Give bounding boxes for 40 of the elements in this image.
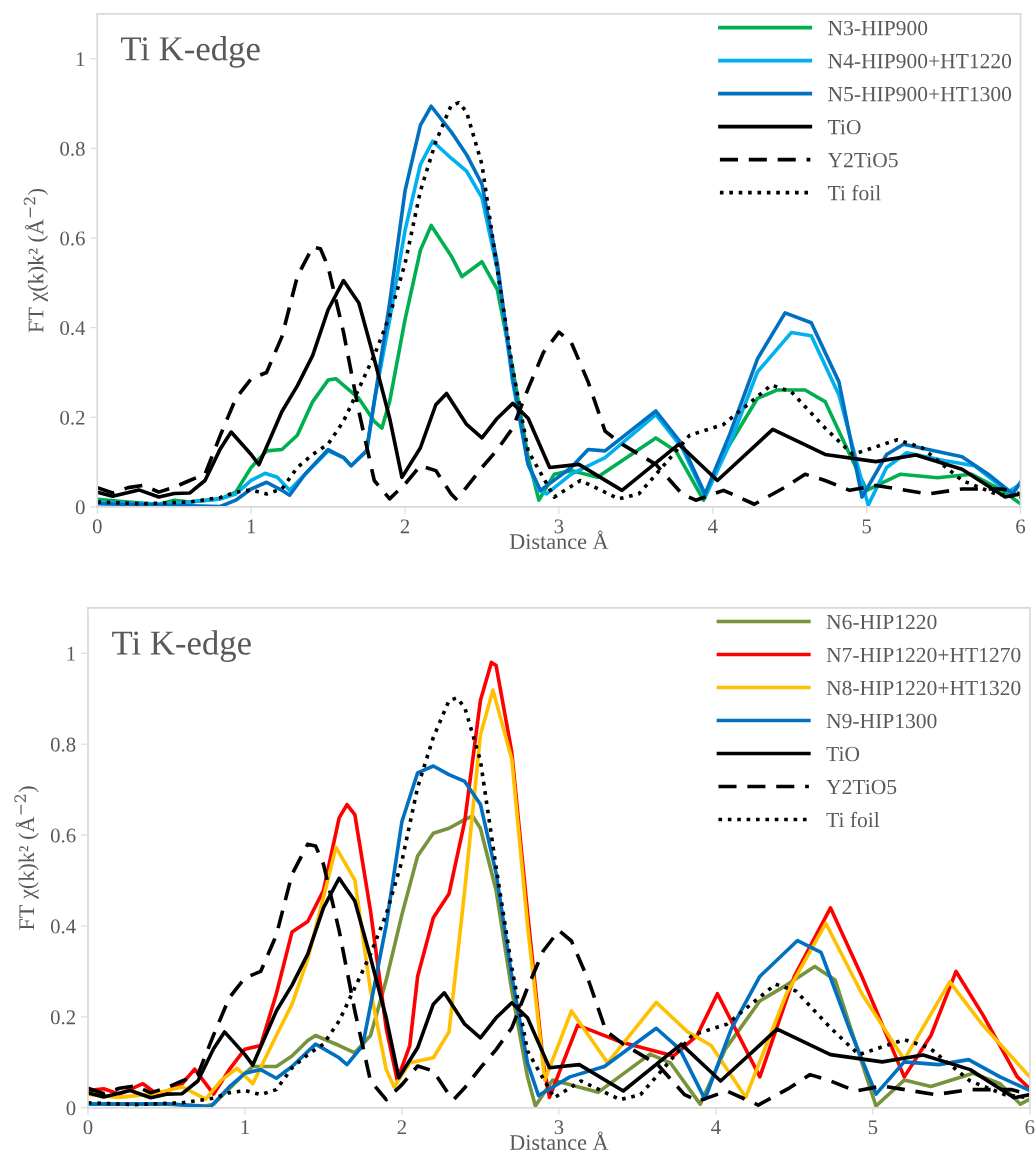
y-tick-label: 0.4 <box>60 321 86 336</box>
x-tick-label: 5 <box>868 1120 878 1135</box>
x-tick-label: 4 <box>707 519 718 534</box>
legend-label: TiO <box>826 746 860 762</box>
legend-label: N6-HIP1220 <box>826 614 937 630</box>
y-tick-label: 0.8 <box>50 737 76 752</box>
legend-label: Y2TiO5 <box>826 779 897 795</box>
x-tick-label: 6 <box>1025 1120 1035 1135</box>
y-tick-label: 0.4 <box>50 919 76 934</box>
y-axis-title: FT χ(k)k² (Å$^{−2}$) <box>23 188 49 333</box>
y-tick-label: 0.6 <box>60 231 85 246</box>
x-tick-label: 5 <box>862 519 872 534</box>
text: Ti K-edge <box>121 36 260 68</box>
y-tick-label: 0.6 <box>50 828 76 843</box>
legend-label: TiO <box>827 119 861 135</box>
y-tick-label: 1 <box>67 646 75 661</box>
x-tick-label: 2 <box>397 1120 406 1135</box>
legend-label: N4-HIP900+HT1220 <box>828 53 1012 69</box>
x-tick-label: 0 <box>92 519 102 534</box>
legend-label: N5-HIP900+HT1300 <box>828 86 1012 102</box>
legend-label: Ti foil <box>827 184 881 201</box>
y-tick-label: 0.2 <box>60 410 85 425</box>
legend-label: Y2TiO5 <box>827 152 898 168</box>
x-tick-label: 1 <box>247 519 256 534</box>
y-tick-label: 1 <box>76 52 85 66</box>
legend-label: Ti foil <box>826 811 880 828</box>
text: Ti K-edge <box>112 630 251 662</box>
x-tick-label: 1 <box>241 1120 249 1135</box>
legend-label: N7-HIP1220+HT1270 <box>826 647 1021 663</box>
y-tick-label: 0 <box>75 500 85 515</box>
legend-label: N8-HIP1220+HT1320 <box>826 680 1021 696</box>
legend-label: N3-HIP900 <box>828 20 928 36</box>
x-tick-label: 6 <box>1016 519 1026 534</box>
y-tick-label: 0.8 <box>60 141 85 156</box>
x-tick-label: 2 <box>400 519 410 534</box>
x-tick-label: 4 <box>711 1120 721 1135</box>
y-tick-label: 0 <box>66 1101 76 1116</box>
y-tick-label: 0.2 <box>50 1010 76 1025</box>
y-axis-title: FT χ(k)k² (Å$^{−2}$) <box>14 786 39 930</box>
legend-label: N9-HIP1300 <box>826 713 937 729</box>
